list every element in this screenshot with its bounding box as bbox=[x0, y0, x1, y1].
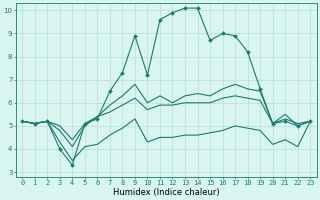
X-axis label: Humidex (Indice chaleur): Humidex (Indice chaleur) bbox=[113, 188, 220, 197]
